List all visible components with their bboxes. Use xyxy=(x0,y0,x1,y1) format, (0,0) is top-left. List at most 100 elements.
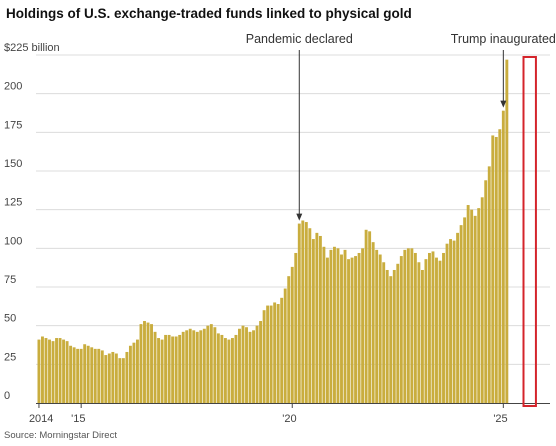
bar xyxy=(86,345,90,403)
bar xyxy=(213,327,217,403)
bars xyxy=(37,59,509,404)
bar xyxy=(51,341,55,403)
bar xyxy=(259,321,263,403)
highlight-box-outline xyxy=(522,56,537,407)
bar xyxy=(273,302,277,403)
bar xyxy=(62,339,66,403)
bar xyxy=(357,252,361,403)
bar xyxy=(378,254,382,403)
bar xyxy=(491,135,495,403)
bar xyxy=(121,358,125,403)
x-axis-ticks: 2014 '15 '20 '25 xyxy=(29,403,508,425)
bar xyxy=(139,324,143,403)
y-tick-label: 50 xyxy=(4,313,16,325)
bar xyxy=(333,246,336,403)
bar xyxy=(195,331,199,403)
bar xyxy=(76,348,80,403)
bar xyxy=(361,248,365,403)
bar xyxy=(157,338,161,403)
annotation-label: Pandemic declared xyxy=(246,32,353,46)
bar xyxy=(311,239,315,403)
y-tick-label: 150 xyxy=(4,158,22,170)
y-tick-label: 175 xyxy=(4,119,22,131)
bar xyxy=(153,331,157,403)
bar xyxy=(269,305,273,403)
bar xyxy=(90,347,94,403)
bar xyxy=(368,231,372,403)
bar xyxy=(192,330,196,403)
bar xyxy=(118,358,122,403)
bar xyxy=(132,342,136,403)
bar xyxy=(287,276,291,403)
y-tick-label: 200 xyxy=(4,81,22,93)
bar xyxy=(449,239,453,403)
bar xyxy=(128,345,132,403)
annotation-arrow-head xyxy=(296,213,303,221)
x-tick-label: '15 xyxy=(71,413,85,425)
bar xyxy=(199,330,203,403)
y-tick-label: 75 xyxy=(4,274,16,286)
bar xyxy=(48,339,51,403)
bar xyxy=(188,328,192,403)
bar xyxy=(252,330,255,403)
bar xyxy=(364,229,368,403)
bar xyxy=(58,338,62,403)
bar xyxy=(322,246,326,403)
bar xyxy=(69,345,73,403)
bar xyxy=(181,331,185,403)
bar xyxy=(294,252,298,403)
bar xyxy=(494,136,498,403)
bar xyxy=(452,240,456,403)
y-axis-ticks: 0 25 50 75 100 125 150 175 200 $225 billion xyxy=(4,42,60,402)
bar xyxy=(442,252,445,403)
bar xyxy=(248,331,252,403)
bar xyxy=(463,217,467,403)
bar xyxy=(150,324,153,403)
bar xyxy=(435,257,438,403)
bar xyxy=(280,297,284,403)
bar xyxy=(290,266,294,403)
y-tick-label: 0 xyxy=(4,390,10,402)
bar xyxy=(484,180,488,403)
bar xyxy=(445,243,449,403)
y-tick-label: 125 xyxy=(4,197,22,209)
bar xyxy=(216,333,220,403)
y-tick-label: $225 billion xyxy=(4,42,60,54)
bar xyxy=(266,305,270,403)
bar xyxy=(501,110,505,404)
bar xyxy=(318,235,322,403)
bar xyxy=(477,208,481,403)
bar xyxy=(315,232,319,403)
bar xyxy=(308,228,312,403)
bar xyxy=(480,197,484,403)
bar xyxy=(403,249,407,403)
bar xyxy=(276,304,280,403)
bar xyxy=(350,257,354,403)
bar xyxy=(438,260,442,403)
bar xyxy=(262,310,266,403)
bar xyxy=(83,344,87,403)
bar xyxy=(424,259,428,403)
bar xyxy=(125,351,129,403)
bar xyxy=(399,256,403,403)
bar xyxy=(396,263,400,403)
bar xyxy=(406,248,410,403)
bar xyxy=(420,269,424,403)
bar xyxy=(72,347,76,403)
bar xyxy=(473,215,477,403)
bar xyxy=(245,327,248,403)
x-tick-label: 2014 xyxy=(29,413,53,425)
bar xyxy=(255,325,259,403)
bar xyxy=(65,341,69,403)
bar xyxy=(167,334,171,403)
bar xyxy=(234,334,238,403)
bar xyxy=(97,348,101,403)
bar xyxy=(375,249,379,403)
bar xyxy=(104,355,108,403)
bar xyxy=(241,325,245,403)
bar xyxy=(304,222,308,403)
bar xyxy=(431,251,435,403)
bar xyxy=(466,205,470,403)
bar xyxy=(329,249,333,403)
bar xyxy=(347,259,350,403)
